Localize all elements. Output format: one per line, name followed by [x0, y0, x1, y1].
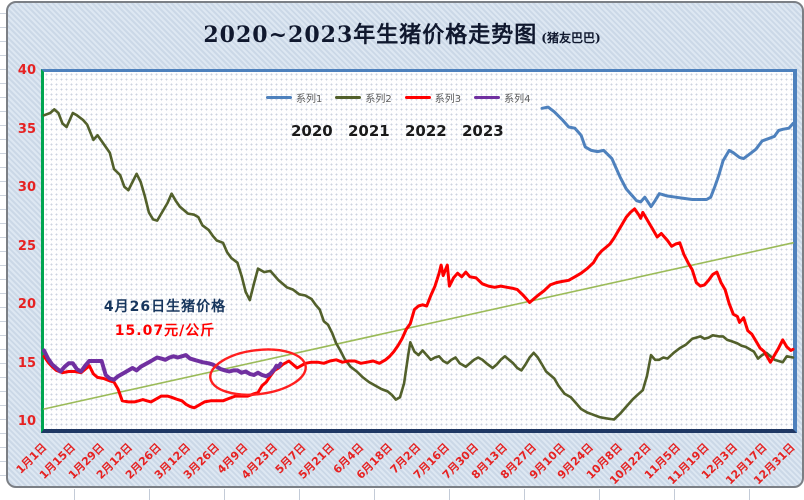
y-axis-label: 35 — [17, 121, 36, 137]
legend-item-系列2[interactable]: 系列2 — [335, 90, 392, 105]
y-axis-label: 10 — [17, 414, 36, 429]
legend-item-系列1[interactable]: 系列1 — [266, 90, 322, 105]
legend-label: 系列1 — [296, 94, 323, 105]
legend-year-label: 2020 — [291, 122, 333, 140]
y-axis-label: 30 — [17, 180, 36, 195]
spreadsheet-edge-bottom — [0, 489, 804, 500]
chart-title: 2020~2023年生猪价格走势图 (猪友巴巴) — [0, 17, 804, 49]
legend-swatch — [266, 96, 292, 99]
chart-subtitle-text: (猪友巴巴) — [541, 31, 601, 45]
legend-swatch — [474, 96, 501, 99]
y-axis-label: 40 — [17, 63, 36, 78]
legend-label: 系列2 — [365, 94, 392, 105]
legend-item-系列3[interactable]: 系列3 — [404, 90, 462, 105]
legend-item-系列4[interactable]: 系列4 — [474, 90, 531, 105]
legend: 系列1 系列2 系列3 系列4 — [266, 90, 531, 105]
legend-years: 2020 2021 2022 2023 — [291, 122, 504, 140]
y-axis-label: 15 — [17, 355, 36, 371]
y-axis-label: 25 — [17, 238, 36, 254]
y-axis-label: 20 — [17, 297, 36, 312]
spreadsheet-edge-left — [0, 0, 7, 500]
annotation-price-value: 15.07元/公斤 — [114, 323, 216, 339]
legend-year-label: 2021 — [348, 122, 390, 140]
price-annotation: 4月26日生猪价格 15.07元/公斤 — [86, 296, 244, 340]
legend-label: 系列4 — [504, 94, 531, 105]
legend-year-label: 2023 — [462, 122, 504, 140]
legend-swatch — [404, 96, 431, 99]
annotation-date-label: 4月26日生猪价格 — [103, 299, 227, 315]
chart-title-text: 2020~2023年生猪价格走势图 — [203, 22, 538, 48]
legend-swatch — [335, 96, 362, 99]
legend-year-label: 2022 — [405, 122, 447, 140]
legend-label: 系列3 — [434, 94, 462, 105]
